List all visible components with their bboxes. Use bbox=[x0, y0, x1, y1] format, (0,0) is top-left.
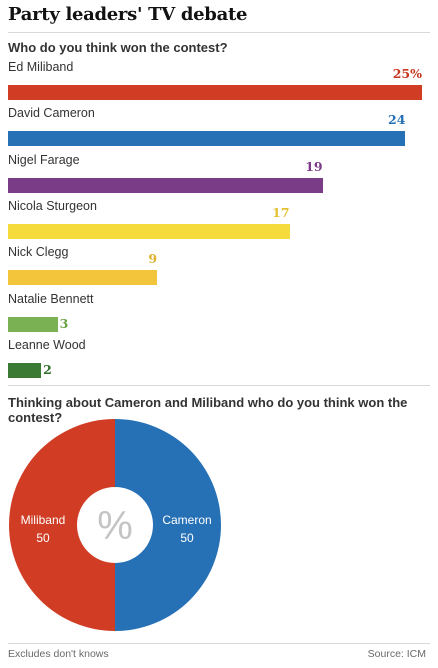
divider bbox=[8, 32, 430, 33]
divider bbox=[8, 385, 430, 386]
bar bbox=[8, 223, 290, 239]
bar-value-label: 3 bbox=[59, 315, 69, 331]
bar bbox=[8, 85, 422, 100]
divider bbox=[8, 643, 430, 644]
bar bbox=[8, 316, 58, 332]
bar-chart: Ed Miliband 25% David Cameron 24 Nigel Farag… bbox=[8, 60, 422, 380]
pie-slice-miliband bbox=[9, 419, 115, 631]
bar-label: Ed Miliband bbox=[8, 60, 74, 74]
donut-hole bbox=[77, 487, 153, 563]
bar bbox=[8, 131, 406, 147]
bar-value-label: 2 bbox=[43, 361, 52, 377]
bar-label: Leanne Wood bbox=[8, 337, 86, 352]
bar-value-label: 24 bbox=[388, 112, 406, 128]
bar-value-label: 19 bbox=[305, 158, 323, 174]
bar-value-label: 25% bbox=[392, 66, 422, 81]
bar-chart-title: Who do you think won the contest? bbox=[8, 40, 228, 55]
bar bbox=[8, 270, 158, 286]
bar bbox=[8, 362, 42, 378]
footnote: Excludes don't knows bbox=[8, 648, 109, 660]
bar-label: Nicola Sturgeon bbox=[8, 198, 97, 213]
bar-label: Nick Clegg bbox=[8, 245, 69, 260]
pie-slice-value: 50 bbox=[180, 531, 194, 545]
pie-slice-label: Cameron bbox=[162, 513, 211, 527]
bar-label: Natalie Bennett bbox=[8, 291, 94, 306]
source-note: Source: ICM bbox=[367, 648, 426, 660]
bar-label: David Cameron bbox=[8, 106, 95, 121]
pie-chart-title: Thinking about Cameron and Miliband who … bbox=[8, 395, 408, 425]
bar-value-label: 17 bbox=[272, 204, 290, 220]
percent-symbol: % bbox=[97, 504, 133, 548]
pie-slice-cameron bbox=[115, 419, 221, 631]
pie-chart: Cameron 50 Miliband 50% bbox=[9, 419, 221, 631]
bar-label: Nigel Farage bbox=[8, 152, 80, 167]
page-title: Party leaders' TV debate bbox=[8, 4, 248, 25]
pie-slice-label: Miliband bbox=[21, 513, 66, 527]
bar bbox=[8, 177, 323, 193]
pie-slice-value: 50 bbox=[36, 531, 50, 545]
bar-value-label: 9 bbox=[148, 251, 158, 267]
